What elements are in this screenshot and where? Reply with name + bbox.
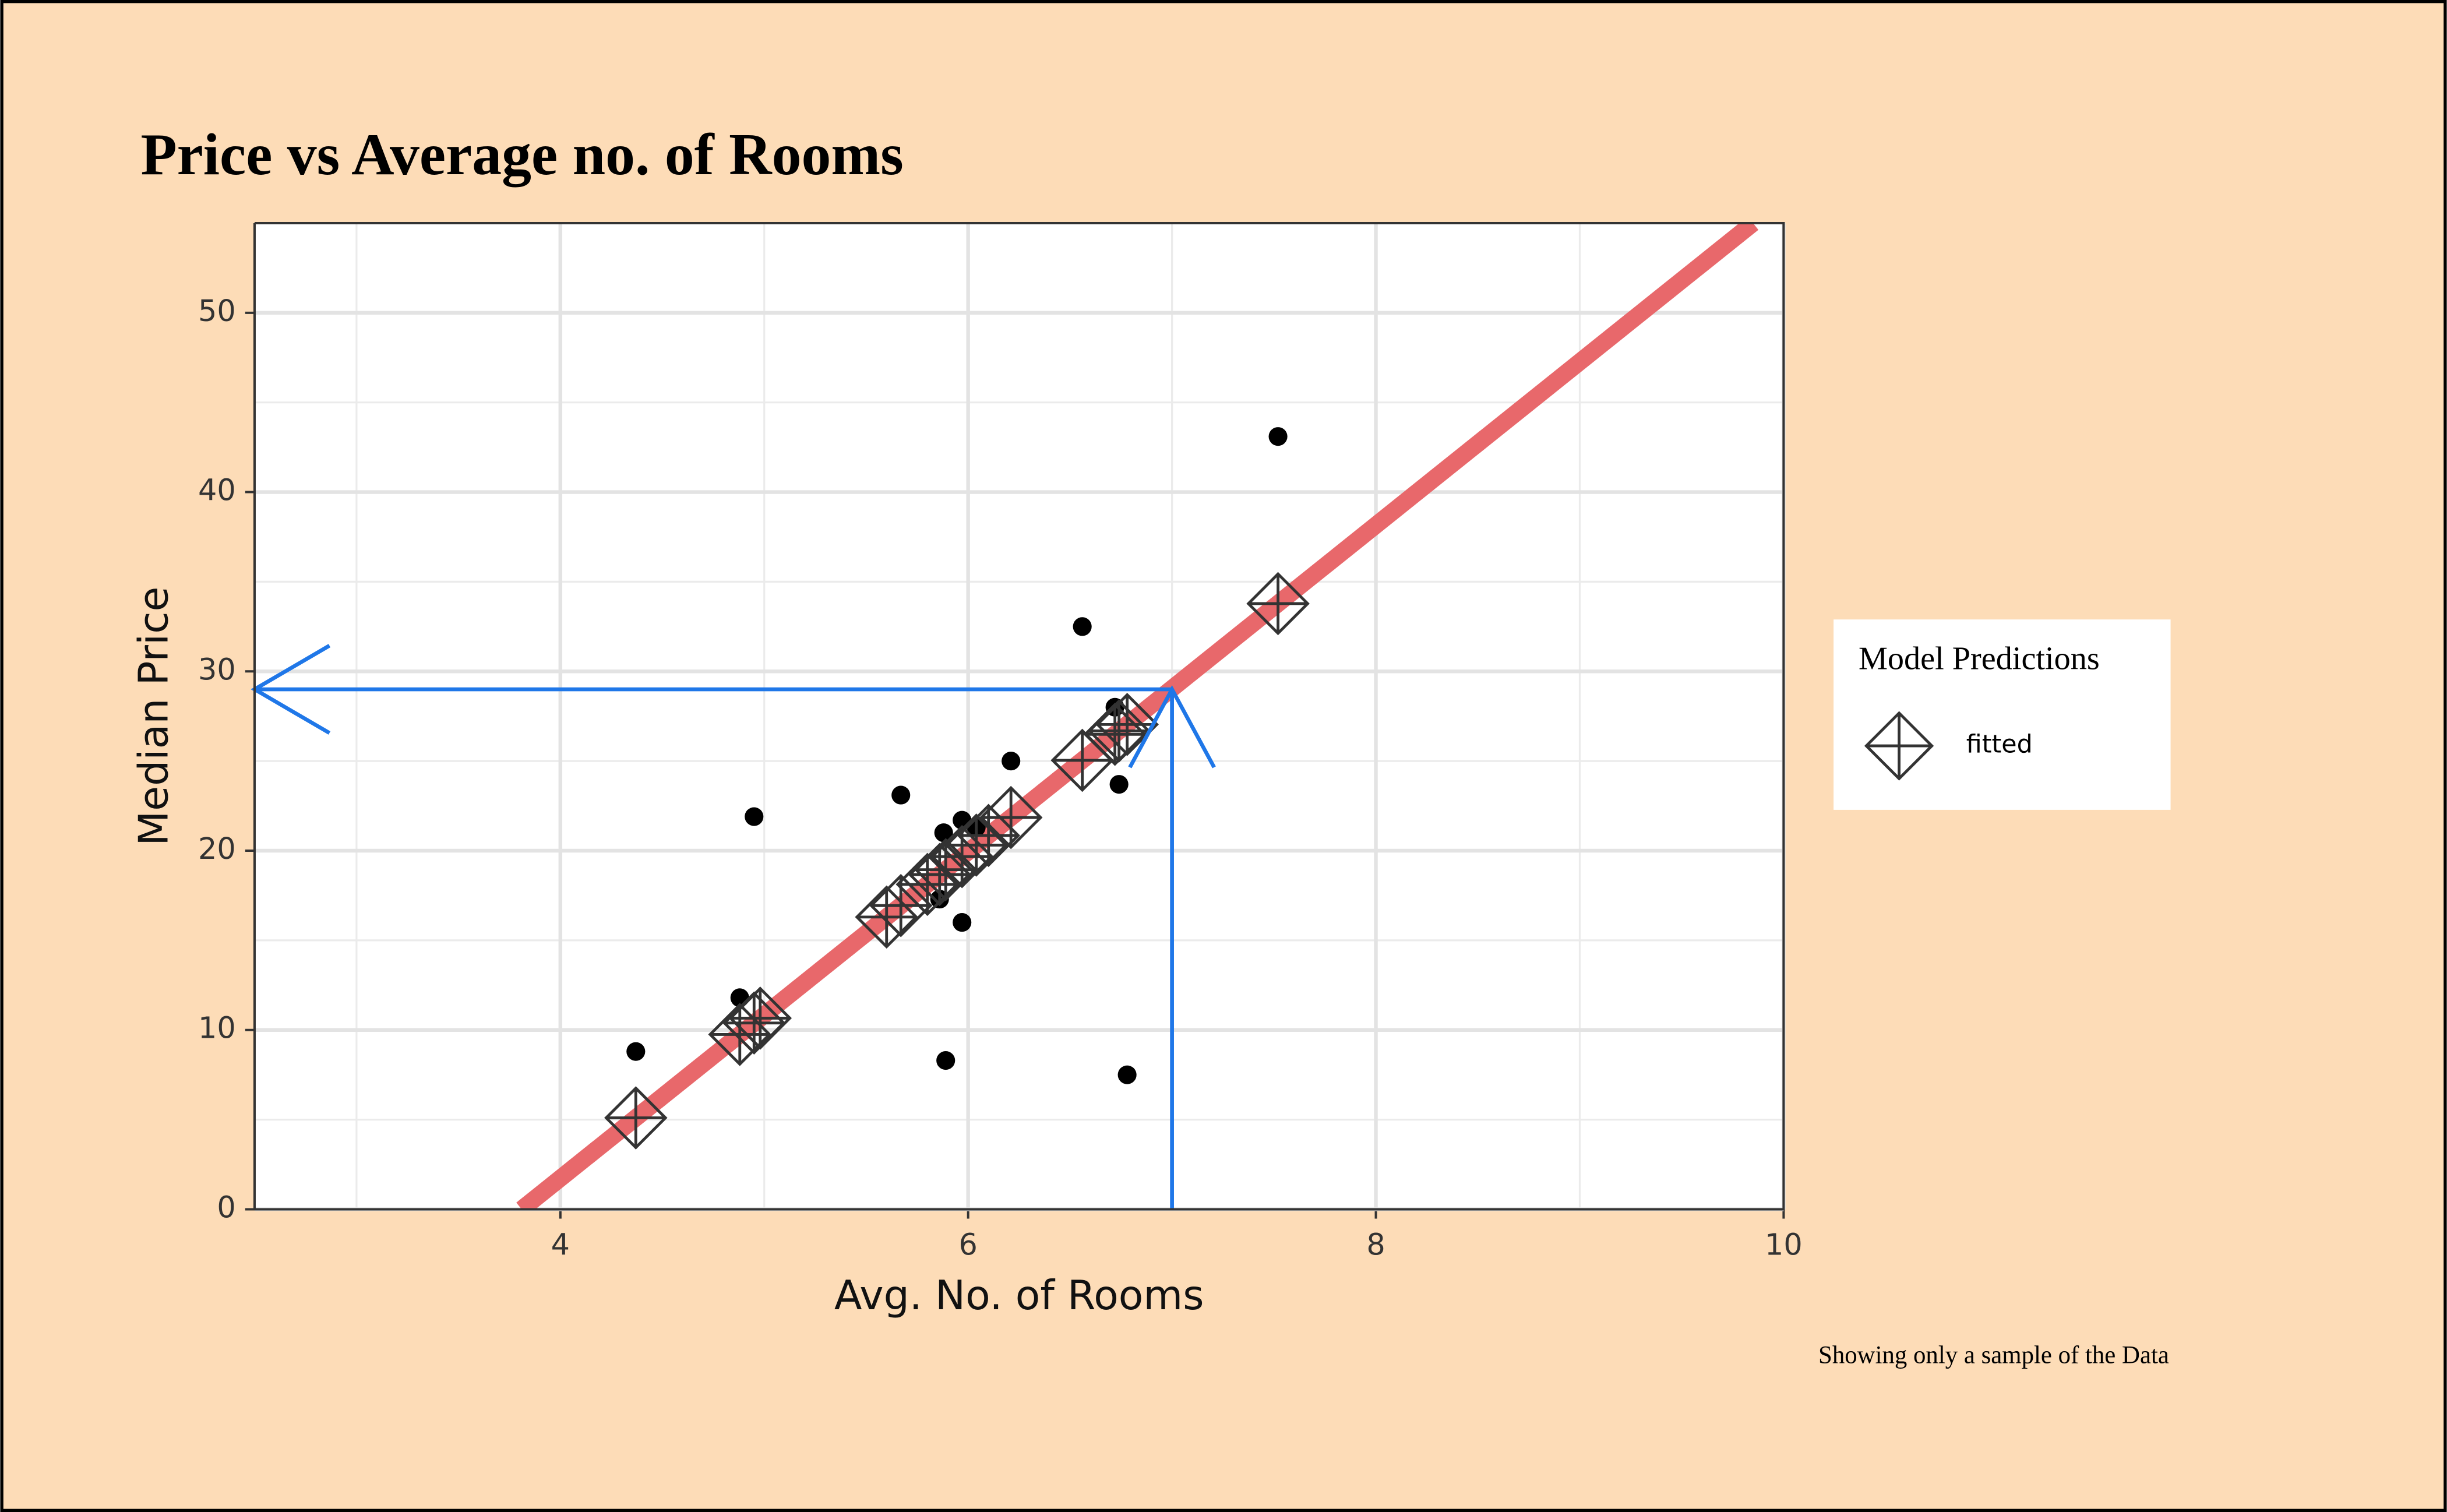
data-point [953,913,972,932]
y-tick-label: 10 [198,1011,236,1045]
y-tick-label: 40 [198,473,236,507]
x-axis-label: Avg. No. of Rooms [834,1272,1204,1319]
plot: 4 6 8 10 0 10 20 30 40 50 [198,221,1803,1262]
legend-title: Model Predictions [1859,640,2100,676]
data-point [1117,1065,1137,1084]
y-tick-label: 0 [217,1190,235,1224]
data-point [891,785,911,805]
data-layer [516,223,1759,1210]
y-axis-label: Median Price [130,587,177,846]
data-point [626,1042,646,1061]
y-tick-label: 30 [198,652,236,686]
x-tick-label: 10 [1765,1228,1803,1262]
x-tick-label: 8 [1366,1228,1385,1262]
axis-line [253,221,1785,1211]
legend-box [1834,619,2171,810]
fitted-marker [1246,572,1310,636]
caption: Showing only a sample of the Data [1818,1342,2169,1369]
y-tick-label: 20 [198,831,236,866]
data-point [1002,752,1021,771]
data-point [1109,775,1129,794]
plot-area [254,223,1784,1210]
x-tick-label: 4 [551,1228,570,1262]
data-point [745,807,764,826]
x-tick-label: 6 [959,1228,978,1262]
legend-label: fitted [1966,730,2033,759]
fitted-marker [979,785,1043,850]
y-tick-label: 50 [198,294,236,328]
data-point [934,823,953,843]
data-point [1073,617,1092,636]
fit-line [516,223,1759,1210]
data-point [936,1051,955,1070]
fitted-marker [855,885,919,949]
fitted-marker [1095,693,1159,756]
legend-symbol [1864,711,1934,781]
data-point [1268,427,1288,446]
fitted-marker [957,803,1020,868]
fitted-marker [604,1086,668,1150]
fitted-marker [728,986,792,1050]
chart-title: Price vs Average no. of Rooms [140,122,903,188]
